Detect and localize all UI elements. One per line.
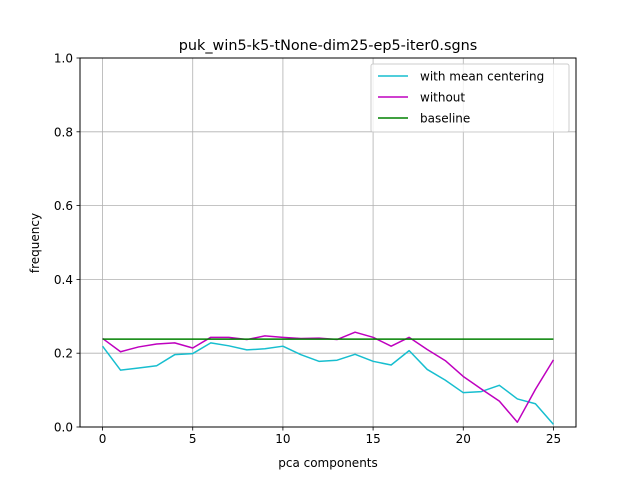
legend: with mean centering without baseline: [370, 63, 570, 133]
y-axis-label: frequency: [28, 213, 42, 273]
series-line-with-mean-centering: [101, 342, 555, 425]
legend-label-without: without: [420, 91, 465, 105]
y-tick-label: 0.6: [54, 199, 73, 213]
x-tick-label: 20: [456, 432, 471, 446]
x-tick-label: 25: [546, 432, 561, 446]
chart-title: puk_win5-k5-tNone-dim25-ep5-iter0.sgns: [179, 38, 477, 54]
legend-entries: with mean centering without baseline: [378, 70, 544, 126]
y-tick-label: 0.0: [54, 421, 73, 435]
x-tick-label: 15: [365, 432, 380, 446]
x-axis-label: pca components: [278, 456, 378, 470]
series-group: [101, 331, 555, 425]
x-tick-label: 10: [275, 432, 290, 446]
y-tick-label: 1.0: [54, 52, 73, 66]
legend-label-with-mean-centering: with mean centering: [420, 70, 544, 84]
plot-frame: [79, 57, 577, 428]
legend-label-baseline: baseline: [420, 112, 470, 126]
x-tick-label: 0: [99, 432, 107, 446]
y-tick-label: 0.4: [54, 273, 73, 287]
x-tick-label: 5: [189, 432, 197, 446]
legend-box: [370, 63, 570, 133]
y-tick-label: 0.8: [54, 125, 73, 139]
axis-ticks: 0 5 10 15 20 25 0.0 0.2 0.4 0.6 0.8 1.0: [54, 52, 561, 447]
y-tick-label: 0.2: [54, 347, 73, 361]
